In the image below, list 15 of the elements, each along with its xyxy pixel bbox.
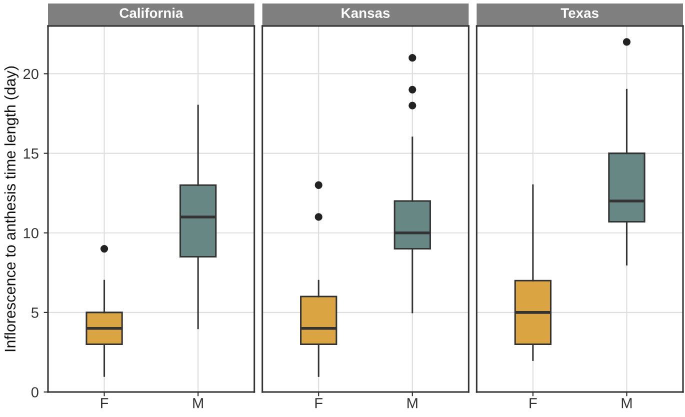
y-tick-label: 0 — [31, 387, 38, 398]
y-axis-title: Inflorescence to anthesis time length (day) — [4, 66, 19, 352]
x-tick-label: M — [193, 398, 203, 408]
chart-title: Kansas — [342, 8, 390, 18]
x-tick-label: F — [315, 398, 322, 408]
x-tick-label: M — [622, 398, 632, 408]
x-tick-label: M — [408, 398, 418, 408]
y-tick-label: 5 — [31, 308, 38, 318]
x-tick-label: F — [530, 398, 537, 408]
y-tick-label: 10 — [24, 228, 38, 238]
y-tick-label: 15 — [24, 148, 38, 159]
y-tick-label: 20 — [23, 68, 38, 80]
x-tick-label: F — [101, 398, 108, 408]
chart-title: Texas — [560, 8, 598, 18]
chart-title: California — [120, 8, 184, 18]
